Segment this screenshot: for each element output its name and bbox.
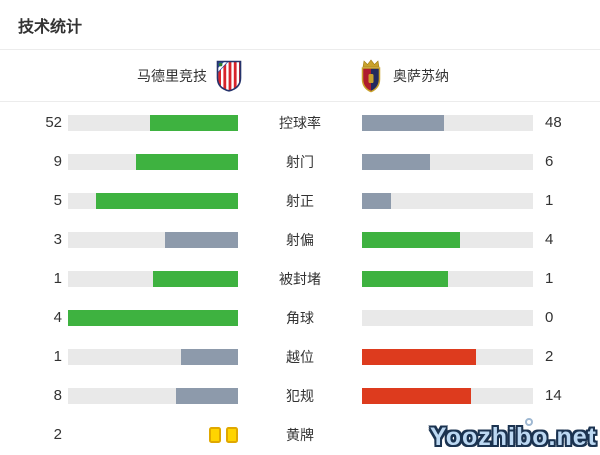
home-bar-fill: [149, 114, 238, 131]
stat-label: 被封堵: [279, 270, 321, 287]
yellow-card-icon: [209, 426, 221, 443]
home-bar-fill: [68, 309, 238, 326]
away-value: 4: [545, 231, 554, 248]
away-value: 0: [545, 309, 554, 326]
home-value: 5: [53, 192, 62, 209]
home-team-crest-icon: [216, 60, 242, 92]
away-bar: [362, 387, 533, 404]
home-bar: [68, 192, 238, 209]
away-value: 2: [545, 348, 554, 365]
away-bar-fill: [362, 348, 476, 365]
stat-row: 9 射门 6: [0, 142, 600, 181]
stat-row: 52 控球率 48: [0, 103, 600, 142]
home-bar-fill: [181, 348, 238, 365]
home-bar: [68, 231, 238, 248]
stat-row: 5 射正 1: [0, 181, 600, 220]
home-bar: [68, 309, 238, 326]
away-bar: [362, 348, 533, 365]
away-value: 1: [545, 192, 554, 209]
watermark: Yoozhibo.net: [429, 423, 597, 451]
home-team-header: 马德里竞技: [0, 60, 302, 92]
away-bar-fill: [362, 387, 471, 404]
title-bar: 技术统计: [0, 0, 600, 50]
home-value: 4: [53, 309, 62, 326]
away-bar: [362, 192, 533, 209]
teams-header: 马德里竞技: [0, 50, 600, 102]
home-value: 52: [45, 114, 62, 131]
home-bar: [68, 426, 238, 443]
home-value: 1: [53, 348, 62, 365]
home-value: 9: [53, 153, 62, 170]
home-bar-fill: [153, 270, 238, 287]
away-bar-fill: [362, 270, 448, 287]
home-bar: [68, 114, 238, 131]
away-bar-fill: [362, 153, 431, 170]
home-bar: [68, 348, 238, 365]
stat-row: 4 角球 0: [0, 298, 600, 337]
home-bar: [68, 387, 238, 404]
stat-label: 射正: [286, 192, 314, 209]
stat-label: 犯规: [286, 387, 314, 404]
home-value: 3: [53, 231, 62, 248]
away-value: 14: [545, 387, 562, 404]
away-value: 48: [545, 114, 562, 131]
away-bar: [362, 114, 533, 131]
stat-row: 2 黄牌: [0, 415, 600, 454]
home-bar-fill: [136, 153, 238, 170]
stat-label: 射门: [286, 153, 314, 170]
away-bar: [362, 309, 533, 326]
yellow-card-icon: [226, 426, 238, 443]
home-bar-fill: [176, 387, 238, 404]
away-team-name: 奥萨苏纳: [393, 67, 449, 84]
away-bar-fill: [362, 114, 445, 131]
away-bar-fill: [362, 192, 391, 209]
away-bar: [362, 153, 533, 170]
home-value: 2: [53, 426, 62, 443]
home-bar-fill: [165, 231, 238, 248]
stat-label: 射偏: [286, 231, 314, 248]
stat-row: 1 被封堵 1: [0, 259, 600, 298]
stat-label: 控球率: [279, 114, 321, 131]
away-value: 1: [545, 270, 554, 287]
stats-rows: 52 控球率 48 9 射门 6 5 射正 1 3 射偏 4 1 被封堵 1 4 角球 0 1 越位 2 8 犯规 14 2 黄牌: [0, 102, 600, 454]
home-bar-fill: [96, 192, 238, 209]
stat-row: 3 射偏 4: [0, 220, 600, 259]
away-bar: [362, 231, 533, 248]
away-bar: [362, 270, 533, 287]
home-bar: [68, 153, 238, 170]
page-title: 技术统计: [18, 18, 83, 36]
stat-label: 越位: [286, 348, 314, 365]
home-value: 1: [53, 270, 62, 287]
away-value: 6: [545, 153, 554, 170]
stat-row: 8 犯规 14: [0, 376, 600, 415]
away-bar-fill: [362, 231, 460, 248]
stat-row: 1 越位 2: [0, 337, 600, 376]
home-value: 8: [53, 387, 62, 404]
watermark-halo: [525, 418, 533, 426]
home-team-name: 马德里竞技: [137, 67, 207, 84]
away-team-header: 奥萨苏纳: [302, 58, 600, 94]
away-team-crest-icon: [358, 58, 384, 94]
home-bar: [68, 270, 238, 287]
stat-label: 角球: [286, 309, 314, 326]
stat-label: 黄牌: [286, 426, 314, 443]
